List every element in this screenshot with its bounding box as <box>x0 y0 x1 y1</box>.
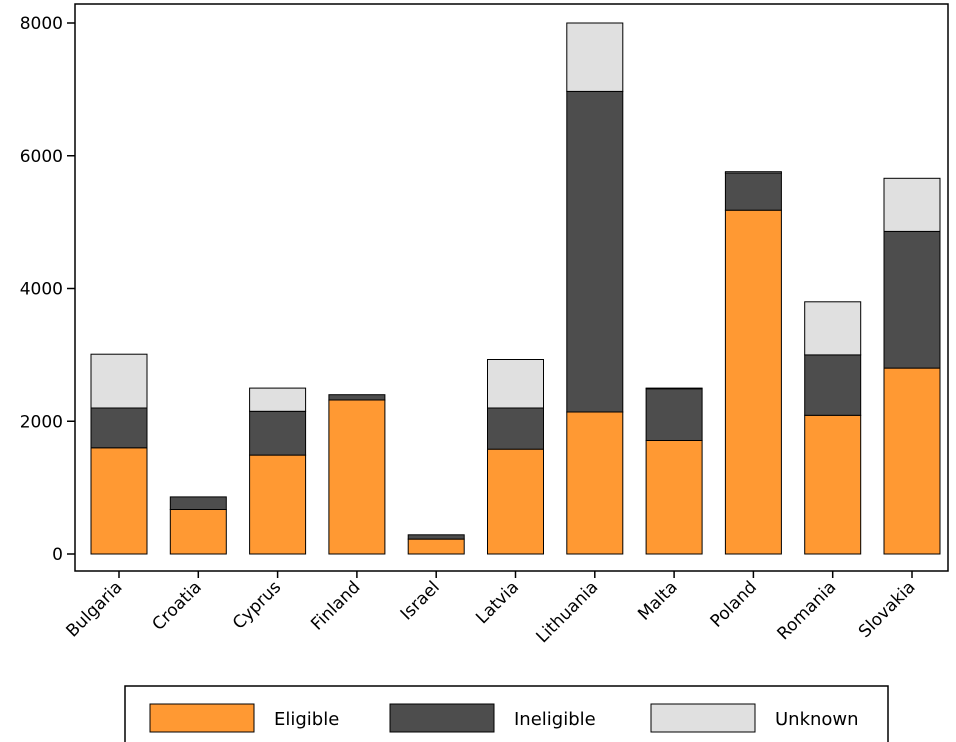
bars-layer <box>90 22 941 555</box>
bar-latvia-ineligible <box>487 407 544 450</box>
bar-malta-ineligible <box>645 388 703 442</box>
x-tick-label-malta: Malta <box>634 577 681 624</box>
bar-finland-ineligible <box>328 394 386 401</box>
y-tick-label: 0 <box>52 545 63 565</box>
legend-label-eligible: Eligible <box>274 709 339 730</box>
x-tick-label-croatia: Croatia <box>148 577 205 634</box>
bar-israel-eligible <box>407 538 465 555</box>
bar-malta-eligible <box>645 440 703 555</box>
bar-cyprus-eligible <box>249 454 307 555</box>
legend-label-unknown: Unknown <box>775 709 859 730</box>
bar-latvia-eligible <box>487 448 544 555</box>
bar-romania-ineligible <box>804 354 862 416</box>
x-axis: Bulgaria Croatia Cyprus Finland Israel Latvia… <box>63 571 920 647</box>
y-tick-label: 4000 <box>20 280 63 300</box>
x-tick-label-bulgaria: Bulgaria <box>63 577 127 641</box>
y-tick-label: 2000 <box>20 412 63 432</box>
legend: Eligible Ineligible Unknown <box>124 685 889 742</box>
bar-poland-unknown <box>724 171 782 174</box>
x-tick-label-israel: Israel <box>397 577 444 624</box>
legend-swatch-ineligible <box>389 703 495 733</box>
x-tick-label-romania: Romania <box>774 577 841 644</box>
bar-poland-eligible <box>724 209 782 555</box>
legend-swatch-unknown <box>650 703 756 733</box>
bar-bulgaria-unknown <box>90 353 148 409</box>
bar-croatia-ineligible <box>169 496 227 510</box>
x-tick-label-cyprus: Cyprus <box>229 577 285 633</box>
x-tick-label-finland: Finland <box>307 577 364 634</box>
x-tick-label-poland: Poland <box>707 577 761 631</box>
bar-lithuania-eligible <box>566 411 624 555</box>
bar-latvia-unknown <box>487 359 544 409</box>
bar-malta-unknown <box>645 387 703 390</box>
bar-bulgaria-eligible <box>90 447 148 555</box>
bar-slovakia-ineligible <box>883 230 941 369</box>
y-axis: 0 2000 4000 6000 8000 <box>20 14 75 565</box>
bar-israel-ineligible <box>407 534 465 540</box>
bar-romania-eligible <box>804 414 862 555</box>
bar-slovakia-eligible <box>883 367 941 555</box>
x-tick-label-slovakia: Slovakia <box>855 577 920 642</box>
bar-slovakia-unknown <box>883 177 941 232</box>
bar-lithuania-ineligible <box>566 90 624 413</box>
bar-croatia-eligible <box>169 509 227 555</box>
x-tick-label-latvia: Latvia <box>472 577 523 628</box>
x-tick-label-lithuania: Lithuania <box>533 577 603 647</box>
y-tick-label: 6000 <box>20 147 63 167</box>
y-tick-label: 8000 <box>20 14 63 34</box>
bar-cyprus-unknown <box>249 387 307 412</box>
bar-poland-ineligible <box>724 172 782 211</box>
bar-lithuania-unknown <box>566 22 624 92</box>
bar-cyprus-ineligible <box>249 410 307 456</box>
bar-romania-unknown <box>804 301 862 356</box>
legend-label-ineligible: Ineligible <box>514 709 596 730</box>
bar-bulgaria-ineligible <box>90 407 148 449</box>
bar-finland-eligible <box>328 399 386 555</box>
legend-swatch-eligible <box>149 703 255 733</box>
